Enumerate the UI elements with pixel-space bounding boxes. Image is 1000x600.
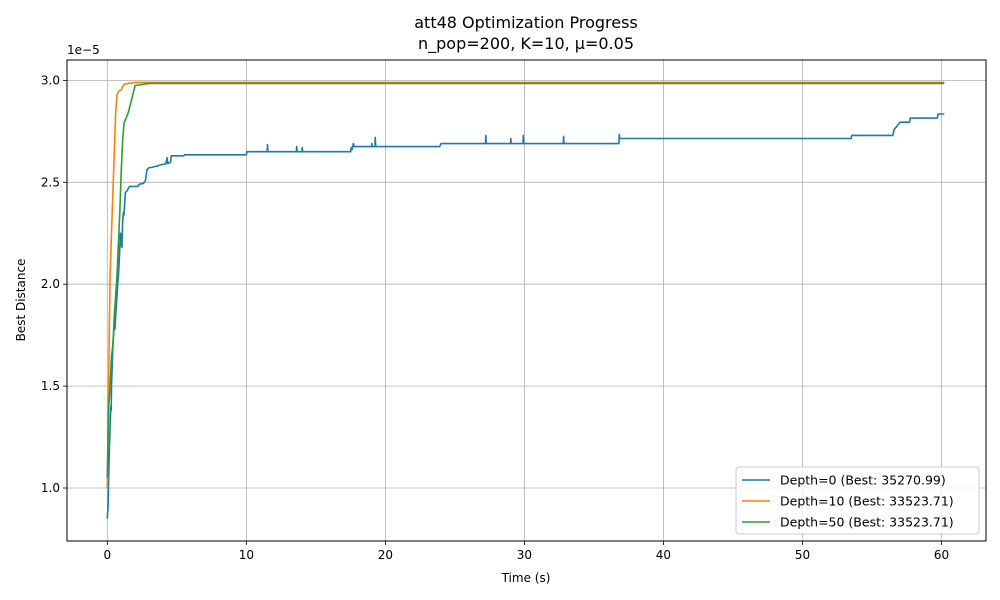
x-tick-label: 50 xyxy=(795,548,810,562)
y-axis-label: Best Distance xyxy=(14,259,28,342)
chart-subtitle: n_pop=200, K=10, μ=0.05 xyxy=(418,34,634,54)
y-tick-label: 2.5 xyxy=(41,175,60,189)
series-layer xyxy=(106,81,945,519)
y-tick-label: 1.0 xyxy=(41,481,60,495)
x-tick-label: 10 xyxy=(239,548,254,562)
series-line-1 xyxy=(106,81,945,489)
y-tick-label: 2.0 xyxy=(41,277,60,291)
plot-area xyxy=(106,81,945,519)
legend-items: Depth=0 (Best: 35270.99) Depth=10 (Best: … xyxy=(742,473,954,530)
x-tick-label: 0 xyxy=(103,548,111,562)
series-line-0 xyxy=(106,113,945,519)
y-tick-label: 3.0 xyxy=(41,73,60,87)
chart-title: att48 Optimization Progress xyxy=(414,13,638,32)
x-tick-label: 20 xyxy=(378,548,393,562)
axes-frame xyxy=(66,59,987,542)
x-tick-label: 40 xyxy=(656,548,671,562)
x-tick-label: 30 xyxy=(517,548,532,562)
x-tick-label: 60 xyxy=(934,548,949,562)
y-offset-label: 1e−5 xyxy=(67,43,100,57)
legend-box xyxy=(735,466,980,535)
ticks: 0 10 20 30 40 50 60 1.0 1.5 2.0 2.5 3.0 xyxy=(41,73,949,562)
x-axis-label: Time (s) xyxy=(501,571,551,585)
grid xyxy=(67,60,986,541)
series-line-2 xyxy=(106,82,945,478)
legend: Depth=0 (Best: 35270.99) Depth=10 (Best: … xyxy=(735,466,980,535)
y-tick-label: 1.5 xyxy=(41,379,60,393)
legend-label-0: Depth=0 (Best: 35270.99) xyxy=(780,473,946,488)
legend-label-2: Depth=50 (Best: 33523.71) xyxy=(780,515,954,530)
legend-label-1: Depth=10 (Best: 33523.71) xyxy=(780,494,954,509)
